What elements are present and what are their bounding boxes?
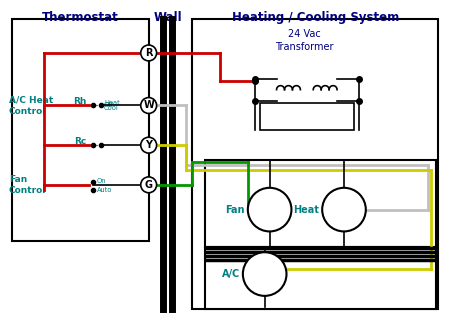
- Text: R: R: [145, 48, 153, 58]
- Text: Heating / Cooling System: Heating / Cooling System: [232, 11, 399, 24]
- Circle shape: [248, 188, 291, 232]
- Text: Fan
Control: Fan Control: [9, 175, 46, 195]
- Bar: [192, 19, 438, 309]
- Circle shape: [141, 97, 157, 113]
- Text: Cool: Cool: [104, 105, 119, 112]
- Text: Heat: Heat: [104, 100, 120, 106]
- Bar: [12, 19, 148, 241]
- Text: Off: Off: [104, 102, 114, 109]
- Text: W: W: [143, 100, 154, 111]
- Text: 24 Vac
Transformer: 24 Vac Transformer: [275, 29, 334, 51]
- Circle shape: [322, 188, 366, 232]
- Text: On: On: [97, 178, 107, 184]
- Circle shape: [141, 177, 157, 193]
- Text: A/C Heat
Control: A/C Heat Control: [9, 95, 53, 115]
- Bar: [260, 103, 354, 130]
- Bar: [205, 160, 436, 247]
- Text: Wall: Wall: [153, 11, 182, 24]
- Text: Fan: Fan: [225, 205, 245, 215]
- Text: Heat: Heat: [293, 205, 319, 215]
- Circle shape: [141, 137, 157, 153]
- Text: Auto: Auto: [97, 187, 113, 193]
- Bar: [205, 247, 436, 309]
- Text: Rh: Rh: [73, 97, 86, 106]
- Circle shape: [141, 45, 157, 61]
- Text: A/C: A/C: [222, 269, 240, 279]
- Text: G: G: [145, 180, 153, 190]
- Text: Rc: Rc: [74, 137, 86, 146]
- Text: Y: Y: [145, 140, 152, 150]
- Text: Thermostat: Thermostat: [42, 11, 118, 24]
- Circle shape: [243, 252, 286, 296]
